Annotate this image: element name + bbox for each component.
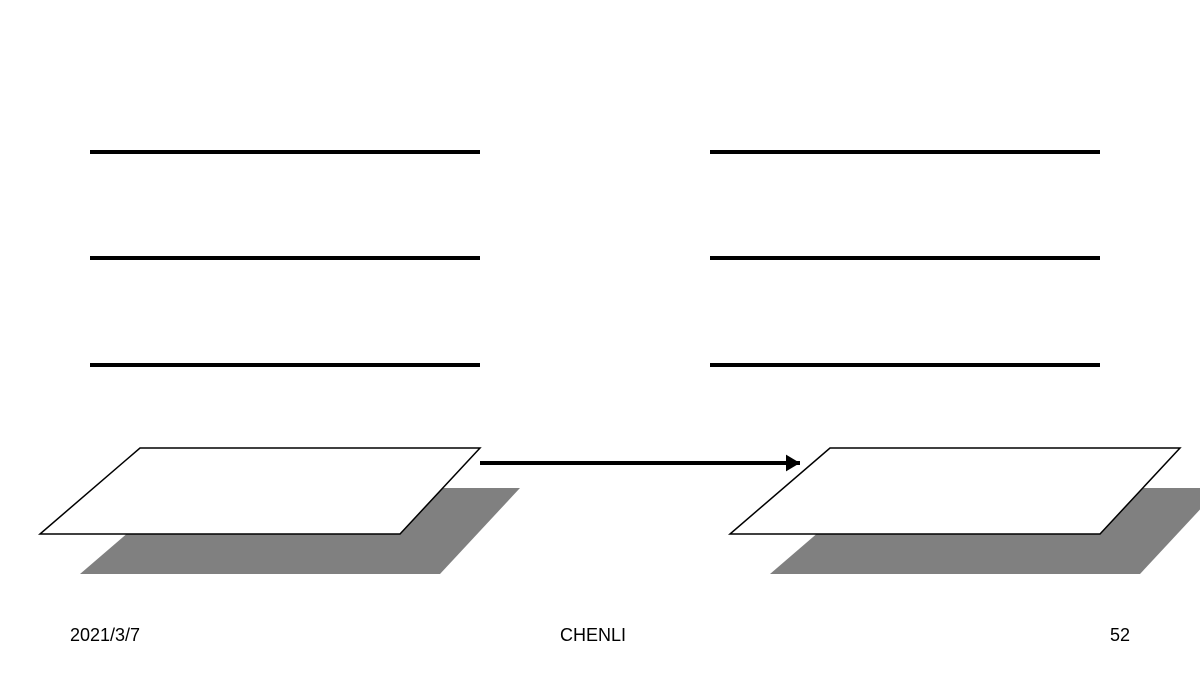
diagram-scene [0,0,1200,680]
right-card [730,448,1180,534]
footer-author: CHENLI [560,625,626,646]
arrow-head-icon [786,455,800,472]
footer-date: 2021/3/7 [70,625,140,646]
footer-page: 52 [1110,625,1130,646]
